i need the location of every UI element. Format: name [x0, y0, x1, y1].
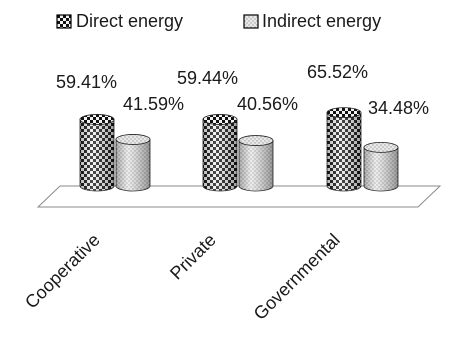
chart-floor [36, 185, 442, 208]
legend-label-direct: Direct energy [76, 11, 183, 31]
category-label-governmental: Governmental [250, 230, 344, 324]
bar-top [115, 134, 151, 145]
bar-top [202, 114, 238, 125]
bar-top [79, 114, 115, 125]
legend-swatch-indirect [243, 14, 259, 29]
value-label-direct-private: 59.44% [177, 68, 238, 88]
bar-shading [116, 139, 150, 191]
value-label-indirect-governmental: 34.48% [368, 98, 429, 118]
category-label-private: Private [166, 230, 220, 284]
legend: Direct energy Indirect energy [56, 11, 381, 31]
legend-item-indirect: Indirect energy [243, 11, 381, 31]
bar-top [238, 135, 274, 146]
bar-shading [239, 140, 273, 191]
bar-shading [80, 119, 114, 191]
bar-direct-energy-private [202, 114, 238, 192]
bar-indirect-energy-governmental [363, 141, 399, 192]
legend-item-direct: Direct energy [56, 11, 183, 31]
bar-top [326, 107, 362, 119]
category-label-cooperative: Cooperative [21, 230, 104, 313]
bar-shading [327, 112, 361, 191]
bar-indirect-energy-cooperative [115, 134, 151, 192]
category-labels: Cooperative Private Governmental [21, 230, 344, 324]
bar-shading [364, 147, 398, 191]
value-label-indirect-private: 40.56% [237, 94, 298, 114]
bar-direct-energy-cooperative [79, 114, 115, 192]
value-labels: 59.41% 41.59% 59.44% 40.56% 65.52% 34.48… [56, 62, 429, 118]
bar-indirect-energy-private [238, 135, 274, 192]
bar-direct-energy-governmental [326, 107, 362, 192]
legend-label-indirect: Indirect energy [262, 11, 381, 31]
value-label-indirect-cooperative: 41.59% [123, 94, 184, 114]
bars [79, 107, 399, 192]
value-label-direct-cooperative: 59.41% [56, 72, 117, 92]
bar-shading [203, 119, 237, 191]
value-label-direct-governmental: 65.52% [307, 62, 368, 82]
bar-top [363, 141, 399, 153]
legend-swatch-direct [56, 14, 72, 29]
